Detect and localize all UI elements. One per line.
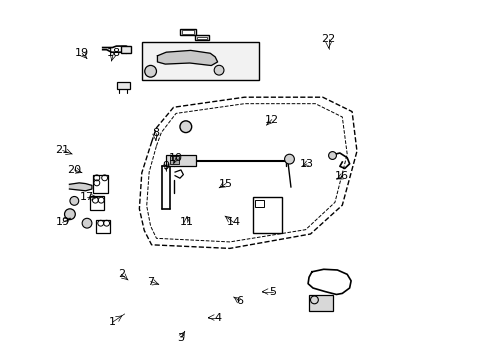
Bar — [170, 156, 179, 164]
Circle shape — [284, 154, 294, 164]
Text: 3: 3 — [177, 333, 184, 343]
Bar — [117, 82, 129, 89]
Text: 5: 5 — [269, 287, 276, 297]
Circle shape — [328, 152, 336, 159]
Bar — [166, 155, 195, 166]
Bar — [196, 37, 207, 39]
Bar — [182, 30, 193, 34]
Text: 6: 6 — [236, 296, 243, 306]
Text: 21: 21 — [56, 145, 69, 156]
Polygon shape — [180, 29, 195, 35]
Text: 12: 12 — [264, 114, 278, 125]
Text: 11: 11 — [180, 217, 193, 228]
Text: 10: 10 — [169, 153, 183, 163]
Text: 9: 9 — [163, 161, 169, 171]
Text: 7: 7 — [147, 276, 154, 287]
Polygon shape — [194, 35, 209, 40]
Text: 13: 13 — [300, 159, 313, 169]
Bar — [255, 200, 264, 207]
Circle shape — [144, 66, 156, 77]
Polygon shape — [69, 183, 92, 191]
Text: 1: 1 — [109, 317, 116, 327]
Bar — [90, 196, 104, 210]
Text: 17: 17 — [80, 192, 94, 202]
Text: 19: 19 — [56, 217, 69, 228]
Text: 14: 14 — [226, 217, 240, 228]
Bar — [142, 42, 259, 80]
Circle shape — [64, 209, 75, 220]
Bar — [121, 46, 131, 53]
Bar — [93, 175, 107, 193]
Bar — [253, 197, 281, 233]
Text: 8: 8 — [152, 128, 159, 138]
Text: 15: 15 — [219, 179, 232, 189]
Polygon shape — [157, 50, 217, 66]
Circle shape — [70, 197, 79, 205]
Text: 18: 18 — [106, 48, 120, 58]
Text: 2: 2 — [118, 269, 124, 279]
Text: 4: 4 — [214, 312, 221, 323]
Circle shape — [180, 121, 191, 132]
Text: 20: 20 — [67, 165, 81, 175]
Text: 22: 22 — [321, 34, 335, 44]
Circle shape — [82, 218, 92, 228]
Bar — [308, 295, 332, 311]
Circle shape — [214, 65, 224, 75]
Text: 19: 19 — [75, 48, 89, 58]
Text: 16: 16 — [335, 171, 348, 181]
Bar — [96, 220, 110, 233]
